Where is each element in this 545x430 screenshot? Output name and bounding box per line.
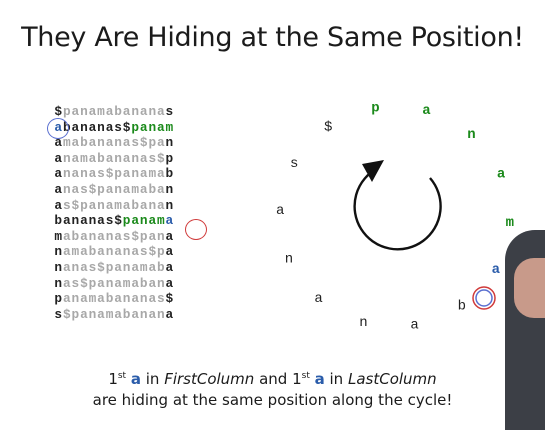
bwt-row: panamabananas$ bbox=[54, 291, 174, 307]
cycle-letter: a bbox=[276, 203, 284, 219]
bwt-row: $panamabananas bbox=[54, 104, 174, 119]
cycle-letter: m bbox=[506, 215, 514, 231]
caption-line-2: are hiding at the same position along th… bbox=[92, 391, 453, 409]
bwt-matrix: $panamabananas abananas$panam amabananas$p… bbox=[54, 104, 174, 322]
bwt-row: as$panamabanan bbox=[54, 197, 174, 213]
arrow-head-icon bbox=[362, 160, 384, 182]
cycle-arrow bbox=[353, 166, 442, 251]
last-column-a-highlight bbox=[185, 219, 207, 240]
cycle-a-highlight bbox=[472, 286, 496, 310]
cycle-letter: a bbox=[492, 262, 501, 278]
cycle-letter: n bbox=[467, 127, 475, 143]
bwt-row: mabananas$pana bbox=[54, 228, 174, 244]
cycle-letter: n bbox=[285, 251, 293, 267]
bwt-row: amabananas$pan bbox=[54, 135, 174, 151]
cycle-letter: a bbox=[410, 317, 418, 333]
bwt-row: ananas$panamab bbox=[54, 166, 174, 182]
cycle-letter: p bbox=[371, 101, 379, 117]
cycle-letter: a bbox=[314, 291, 322, 307]
cycle-letter: a bbox=[422, 103, 431, 119]
cycle-letter: $ bbox=[324, 120, 332, 136]
bwt-row: nas$panamabana bbox=[54, 275, 174, 291]
bwt-row: namabananas$pa bbox=[54, 244, 174, 260]
caption-line-1: 1st a in FirstColumn and 1st a in LastCo… bbox=[108, 370, 437, 388]
cycle-letter: a bbox=[497, 167, 506, 183]
cycle-letter: n bbox=[359, 315, 367, 331]
presenter-face bbox=[514, 258, 545, 318]
bwt-row: anas$panamaban bbox=[54, 181, 174, 197]
first-column-a-highlight bbox=[47, 118, 69, 139]
bwt-row: anamabananas$p bbox=[54, 150, 174, 166]
bwt-row: nanas$panamaba bbox=[54, 259, 174, 275]
bwt-row: bananas$panama bbox=[54, 213, 174, 229]
cycle-letter: s bbox=[290, 156, 298, 172]
caption: 1st a in FirstColumn and 1st a in LastCo… bbox=[0, 366, 545, 411]
bwt-row: abananas$panam bbox=[54, 119, 174, 135]
bwt-row: s$panamabanana bbox=[54, 306, 174, 322]
cycle-letter: b bbox=[458, 299, 466, 315]
slide-title: They Are Hiding at the Same Position! bbox=[21, 22, 524, 53]
